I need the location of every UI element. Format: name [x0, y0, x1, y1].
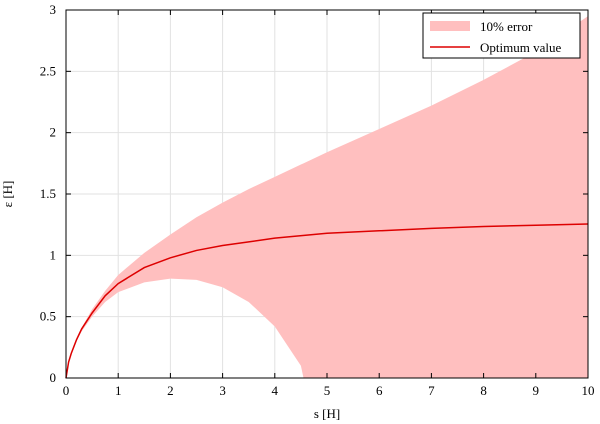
x-tick-label: 5	[324, 383, 331, 398]
optimum-line	[65, 223, 589, 379]
x-tick-label: 2	[167, 383, 174, 398]
y-tick-label: 1	[50, 247, 57, 262]
y-tick-label: 1.5	[40, 186, 56, 201]
x-tick-label: 10	[582, 383, 595, 398]
x-tick-label: 0	[63, 383, 70, 398]
legend-label-error: 10% error	[480, 19, 533, 34]
x-tick-label: 3	[219, 383, 226, 398]
y-tick-label: 3	[50, 2, 57, 17]
y-axis-label: ε [H]	[0, 181, 15, 208]
x-tick-labels: 0 1 2 3 4 5 6 7 8 9 10	[63, 383, 595, 398]
x-tick-label: 7	[428, 383, 435, 398]
legend-swatch-error	[430, 21, 470, 31]
y-tick-label: 2	[50, 125, 57, 140]
x-tick-label: 6	[376, 383, 383, 398]
y-tick-label: 0.5	[40, 309, 56, 324]
legend-box	[422, 12, 581, 59]
x-tick-label: 8	[480, 383, 487, 398]
x-tick-label: 4	[272, 383, 279, 398]
y-tick-label: 2.5	[40, 63, 56, 78]
legend: 10% error Optimum value	[422, 12, 581, 59]
x-tick-label: 1	[115, 383, 122, 398]
legend-label-optimum: Optimum value	[480, 40, 561, 55]
y-tick-label: 0	[50, 370, 57, 385]
x-axis-label: s [H]	[314, 406, 340, 421]
error-band	[66, 10, 588, 378]
x-tick-label: 9	[533, 383, 540, 398]
y-tick-labels: 0 0.5 1 1.5 2 2.5 3	[40, 2, 56, 385]
